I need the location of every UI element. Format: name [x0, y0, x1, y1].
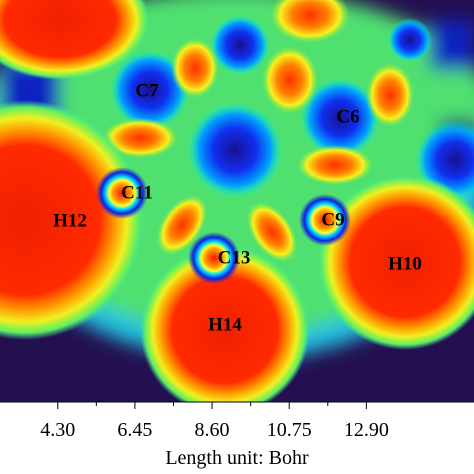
atom-label: C9 — [321, 209, 344, 230]
atom-label: H10 — [388, 253, 422, 274]
atom-label: C7 — [135, 80, 159, 101]
x-tick-label: 6.45 — [117, 419, 152, 441]
atom-label: C11 — [121, 182, 153, 203]
atom-label: H12 — [53, 210, 87, 231]
x-tick-label: 10.75 — [267, 419, 312, 441]
atom-label: C6 — [336, 106, 359, 127]
atom-label: C13 — [218, 247, 251, 268]
atom-label: H14 — [208, 314, 242, 335]
field — [0, 0, 474, 402]
x-axis-label: Length unit: Bohr — [165, 447, 309, 469]
x-tick-label: 4.30 — [40, 419, 75, 441]
x-tick-label: 8.60 — [195, 419, 230, 441]
x-tick-label: 12.90 — [344, 419, 389, 441]
